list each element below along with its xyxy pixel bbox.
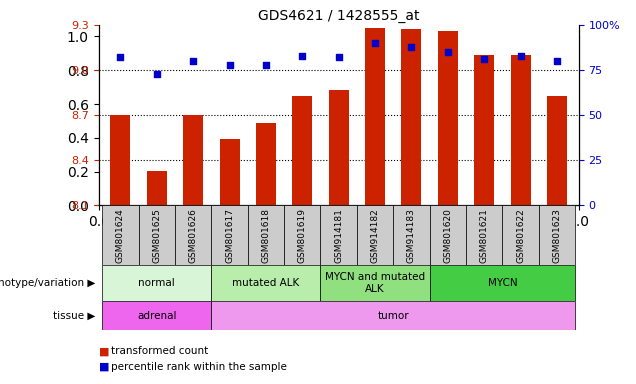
- Bar: [211, 265, 321, 301]
- Bar: [474, 55, 494, 205]
- Point: [261, 61, 271, 68]
- Point: [370, 40, 380, 46]
- Bar: [321, 205, 357, 265]
- Bar: [293, 96, 312, 205]
- Bar: [175, 205, 211, 265]
- Bar: [102, 301, 211, 330]
- Text: GSM801619: GSM801619: [298, 208, 307, 263]
- Text: GSM801626: GSM801626: [189, 208, 198, 263]
- Point: [297, 53, 307, 59]
- Point: [479, 56, 489, 62]
- Point: [515, 53, 525, 59]
- Bar: [248, 205, 284, 265]
- Bar: [357, 205, 393, 265]
- Bar: [219, 139, 240, 205]
- Bar: [401, 30, 422, 205]
- Bar: [147, 171, 167, 205]
- Text: GSM801623: GSM801623: [553, 208, 562, 263]
- Bar: [502, 205, 539, 265]
- Text: MYCN: MYCN: [488, 278, 517, 288]
- Bar: [256, 123, 276, 205]
- Text: GSM914183: GSM914183: [407, 208, 416, 263]
- Text: GSM914182: GSM914182: [371, 208, 380, 263]
- Text: GSM801620: GSM801620: [443, 208, 452, 263]
- Bar: [429, 205, 466, 265]
- Point: [115, 55, 125, 61]
- Text: ■: ■: [99, 362, 109, 372]
- Text: ■: ■: [99, 346, 109, 356]
- Text: GSM801618: GSM801618: [261, 208, 270, 263]
- Bar: [183, 115, 203, 205]
- Bar: [539, 205, 575, 265]
- Text: adrenal: adrenal: [137, 311, 177, 321]
- Point: [225, 61, 235, 68]
- Point: [188, 58, 198, 64]
- Bar: [511, 55, 530, 205]
- Bar: [111, 115, 130, 205]
- Bar: [284, 205, 321, 265]
- Bar: [102, 265, 211, 301]
- Bar: [466, 205, 502, 265]
- Text: GSM801617: GSM801617: [225, 208, 234, 263]
- Point: [443, 49, 453, 55]
- Point: [334, 55, 344, 61]
- Bar: [393, 205, 429, 265]
- Text: percentile rank within the sample: percentile rank within the sample: [111, 362, 287, 372]
- Text: tissue ▶: tissue ▶: [53, 311, 95, 321]
- Bar: [321, 265, 429, 301]
- Bar: [139, 205, 175, 265]
- Bar: [102, 205, 139, 265]
- Point: [406, 43, 417, 50]
- Text: genotype/variation ▶: genotype/variation ▶: [0, 278, 95, 288]
- Bar: [329, 89, 349, 205]
- Text: mutated ALK: mutated ALK: [232, 278, 300, 288]
- Text: GSM914181: GSM914181: [334, 208, 343, 263]
- Text: transformed count: transformed count: [111, 346, 209, 356]
- Text: GSM801624: GSM801624: [116, 208, 125, 263]
- Point: [152, 71, 162, 77]
- Bar: [438, 31, 458, 205]
- Bar: [547, 96, 567, 205]
- Bar: [211, 205, 248, 265]
- Text: GSM801625: GSM801625: [152, 208, 162, 263]
- Title: GDS4621 / 1428555_at: GDS4621 / 1428555_at: [258, 8, 419, 23]
- Text: GSM801622: GSM801622: [516, 208, 525, 263]
- Text: normal: normal: [139, 278, 175, 288]
- Text: MYCN and mutated
ALK: MYCN and mutated ALK: [325, 272, 425, 294]
- Point: [552, 58, 562, 64]
- Text: GSM801621: GSM801621: [480, 208, 488, 263]
- Bar: [211, 301, 575, 330]
- Bar: [365, 28, 385, 205]
- Bar: [429, 265, 575, 301]
- Text: tumor: tumor: [377, 311, 409, 321]
